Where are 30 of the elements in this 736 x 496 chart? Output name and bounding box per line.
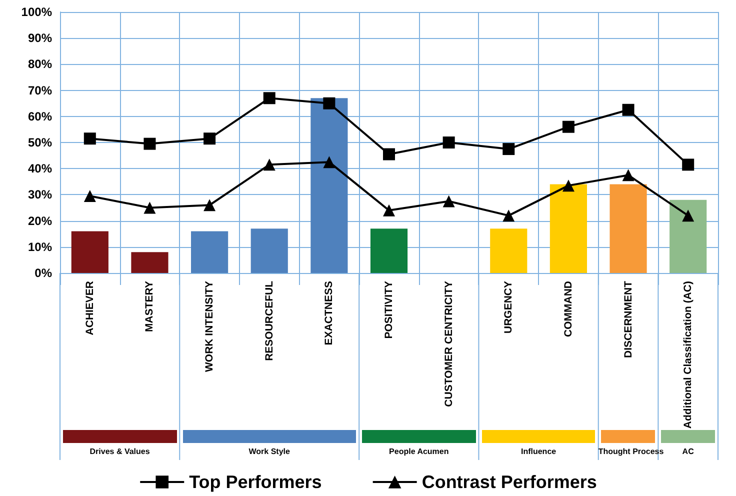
x-tick-label: POSITIVITY — [383, 281, 395, 339]
x-tick-label: URGENCY — [502, 281, 515, 334]
y-tick-label: 70% — [28, 83, 52, 98]
y-tick-label: 10% — [28, 240, 52, 254]
y-tick-label: 20% — [28, 214, 52, 228]
x-tick-label: Additional Classification (AC) — [682, 281, 694, 429]
y-tick-label: 100% — [21, 5, 52, 19]
x-tick-label: RESOURCEFUL — [263, 280, 276, 361]
text: Work Style — [248, 447, 291, 456]
text: Influence — [520, 447, 558, 456]
y-tick-label: 0% — [34, 266, 52, 280]
x-tick-label: EXACTNESS — [323, 281, 336, 346]
y-tick-label: 90% — [28, 31, 52, 46]
legend-label: Top Performers — [189, 472, 322, 492]
x-tick-label: COMMAND — [562, 280, 574, 337]
text: AC — [682, 447, 694, 456]
y-tick-label: 40% — [28, 162, 52, 176]
text: Drives & Values — [88, 447, 151, 456]
y-tick-label: 50% — [28, 136, 52, 150]
text: Thought Process — [598, 447, 664, 456]
x-tick-label: WORK INTENSITY — [204, 281, 216, 372]
x-tick-label: CUSTOMER CENTRICITY — [442, 281, 455, 407]
x-tick-label: MASTERY — [144, 281, 156, 332]
x-tick-label: DISCERNMENT — [622, 280, 634, 358]
y-tick-label: 30% — [28, 188, 52, 202]
y-tick-label: 60% — [28, 109, 52, 124]
x-tick-label: ACHIEVER — [84, 280, 96, 336]
y-tick-label: 80% — [28, 57, 52, 72]
text: People Acumen — [388, 447, 450, 456]
legend-label: Contrast Performers — [422, 472, 597, 492]
